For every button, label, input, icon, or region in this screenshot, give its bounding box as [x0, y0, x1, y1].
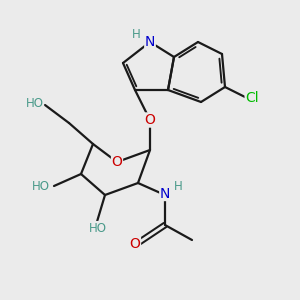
Text: O: O	[112, 155, 122, 169]
Text: HO: HO	[32, 179, 50, 193]
Text: N: N	[160, 187, 170, 200]
Text: H: H	[174, 180, 183, 193]
Text: O: O	[145, 113, 155, 127]
Text: N: N	[145, 35, 155, 49]
Text: HO: HO	[26, 97, 44, 110]
Text: H: H	[132, 28, 141, 41]
Text: O: O	[130, 238, 140, 251]
Text: HO: HO	[88, 221, 106, 235]
Text: Cl: Cl	[245, 91, 259, 104]
